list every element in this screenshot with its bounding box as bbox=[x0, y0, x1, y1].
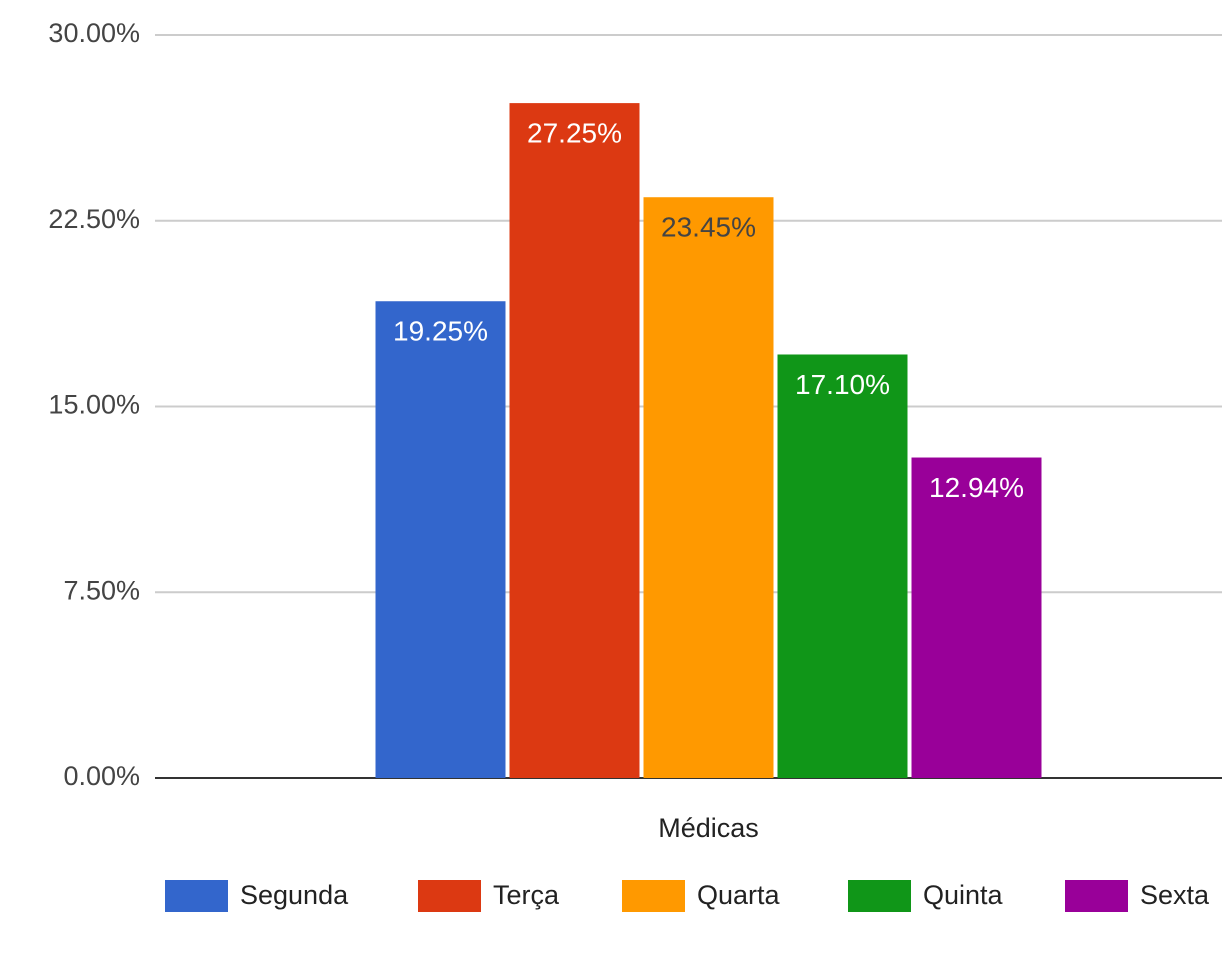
legend-label: Segunda bbox=[240, 880, 349, 910]
legend-label: Quarta bbox=[697, 880, 781, 910]
bar bbox=[911, 457, 1042, 778]
y-tick-label: 30.00% bbox=[48, 18, 140, 48]
bar bbox=[643, 197, 774, 778]
legend-label: Terça bbox=[493, 880, 560, 910]
legend-label: Quinta bbox=[923, 880, 1004, 910]
value-label: 12.94% bbox=[929, 472, 1024, 503]
bar bbox=[509, 103, 640, 778]
legend-swatch bbox=[1065, 880, 1128, 912]
legend-swatch bbox=[622, 880, 685, 912]
value-label: 23.45% bbox=[661, 212, 756, 243]
y-tick-label: 0.00% bbox=[63, 761, 140, 791]
y-tick-label: 22.50% bbox=[48, 204, 140, 234]
x-tick-label: Médicas bbox=[658, 813, 759, 843]
y-tick-label: 15.00% bbox=[48, 390, 140, 420]
value-label: 27.25% bbox=[527, 117, 622, 148]
legend-label: Sexta bbox=[1140, 880, 1210, 910]
y-tick-label: 7.50% bbox=[63, 575, 140, 605]
legend-swatch bbox=[165, 880, 228, 912]
bar bbox=[777, 354, 908, 778]
legend-swatch bbox=[418, 880, 481, 912]
value-label: 17.10% bbox=[795, 369, 890, 400]
legend-swatch bbox=[848, 880, 911, 912]
bar bbox=[375, 301, 506, 778]
value-label: 19.25% bbox=[393, 316, 488, 347]
